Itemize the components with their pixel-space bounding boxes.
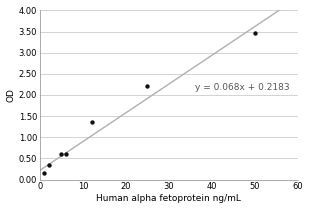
X-axis label: Human alpha fetoprotein ng/mL: Human alpha fetoprotein ng/mL	[96, 194, 241, 203]
Point	[252, 31, 257, 34]
Point	[46, 163, 51, 166]
Y-axis label: OD: OD	[7, 88, 16, 102]
Point	[59, 152, 64, 156]
Point	[63, 152, 68, 156]
Text: y = 0.068x + 0.2183: y = 0.068x + 0.2183	[195, 83, 289, 92]
Point	[89, 121, 94, 124]
Point	[42, 172, 47, 175]
Point	[145, 84, 150, 87]
